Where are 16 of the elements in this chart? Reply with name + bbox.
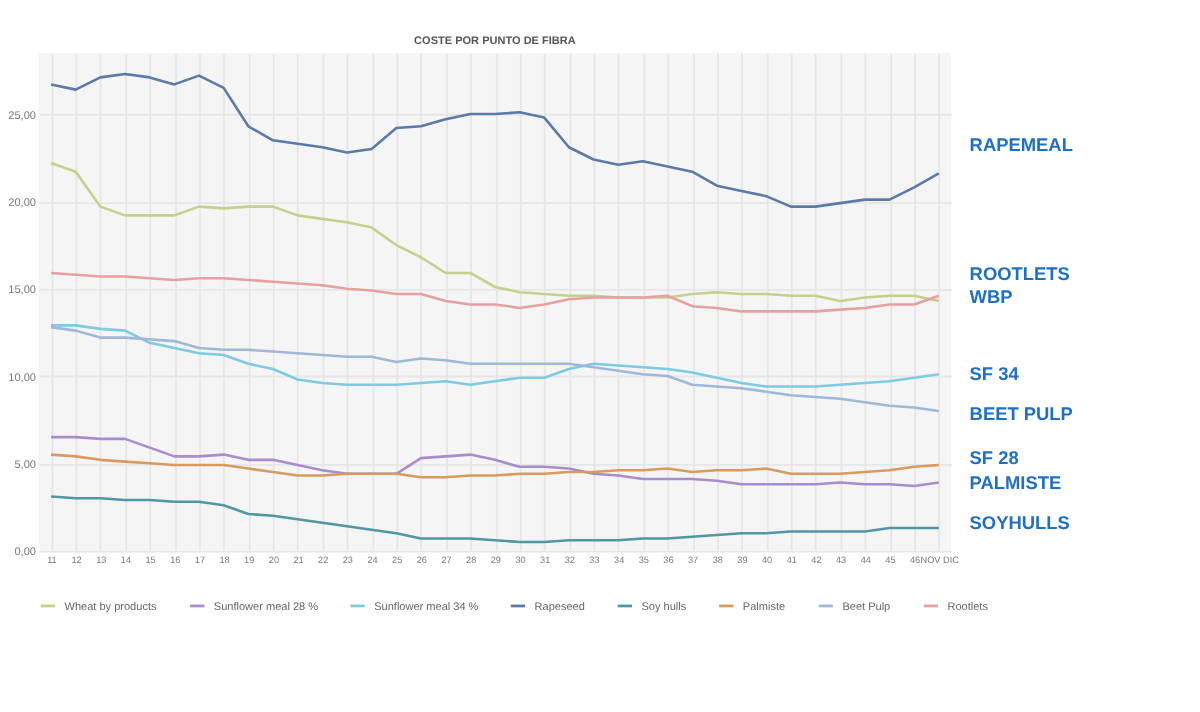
text: SOYHULLS: [969, 513, 1070, 534]
line-series: [49, 324, 941, 388]
text: ROOTLETS: [969, 264, 1070, 285]
text: SF 34: [969, 363, 1021, 384]
line-series: [49, 325, 941, 413]
text: SF 28: [969, 448, 1019, 469]
text: WBP: [969, 286, 1013, 307]
text: BEET PULP: [969, 403, 1073, 424]
line-series: [49, 271, 941, 313]
line-series: [49, 72, 941, 208]
line-series: [49, 495, 941, 544]
line-series: [49, 453, 941, 479]
line-series: [49, 161, 941, 303]
text: PALMISTE: [969, 473, 1062, 494]
line-series: [49, 435, 941, 488]
text: RAPEMEAL: [969, 134, 1074, 155]
